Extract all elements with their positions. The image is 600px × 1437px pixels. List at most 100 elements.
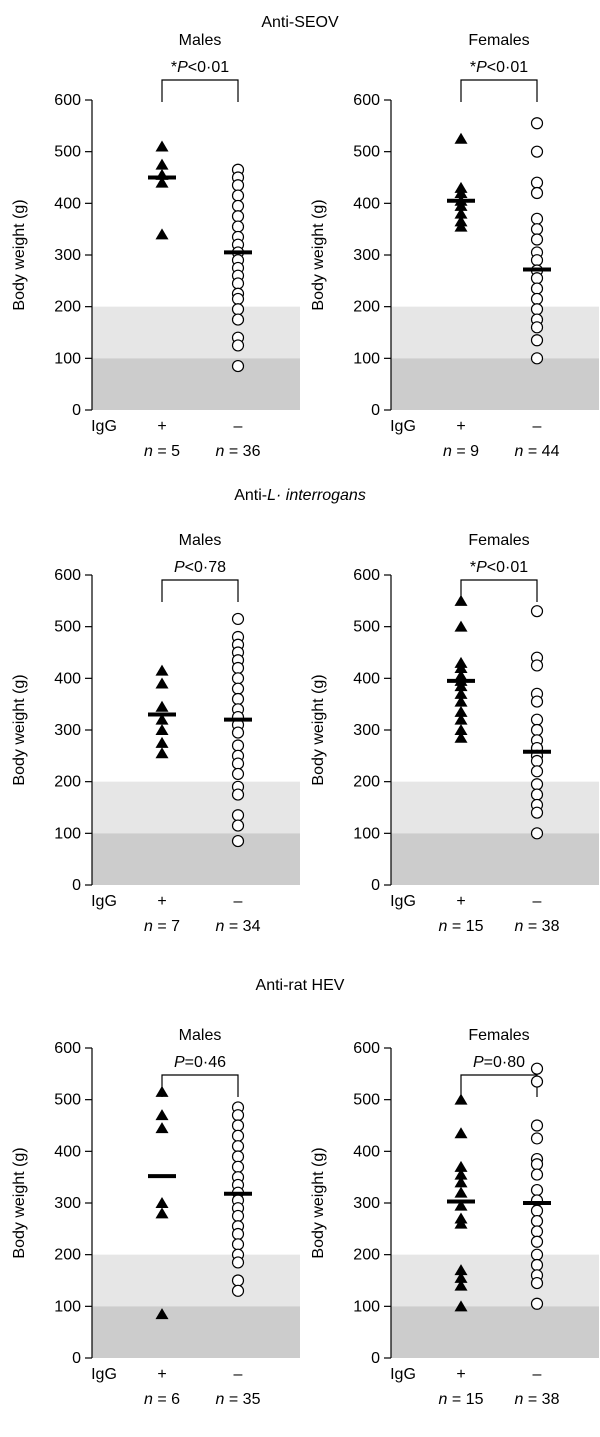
p-variable: P bbox=[177, 59, 188, 76]
data-point-circle bbox=[231, 189, 245, 202]
igg-label: IgG bbox=[91, 418, 117, 435]
band-100-200 bbox=[92, 306, 300, 359]
p-variable: P bbox=[174, 1054, 185, 1071]
data-point-circle bbox=[530, 303, 544, 316]
n-value: = 38 bbox=[523, 918, 559, 935]
data-point-circle bbox=[231, 339, 245, 352]
band-0-100 bbox=[92, 1306, 300, 1358]
n-value: = 6 bbox=[153, 1391, 180, 1408]
data-point-circle bbox=[231, 1109, 245, 1122]
band-0-100 bbox=[391, 1306, 599, 1358]
p-value-label: P=0·46 bbox=[174, 1054, 226, 1071]
data-point-circle bbox=[530, 778, 544, 791]
igg-label: IgG bbox=[390, 893, 416, 910]
p-variable: P bbox=[476, 59, 487, 76]
data-point-triangle bbox=[454, 1127, 468, 1139]
n-value: = 38 bbox=[523, 1391, 559, 1408]
data-point-circle bbox=[530, 754, 544, 768]
data-point-circle bbox=[231, 179, 245, 192]
data-point-triangle bbox=[454, 1093, 468, 1105]
y-axis-label: Body weight (g) bbox=[310, 674, 327, 785]
y-axis-label: Body weight (g) bbox=[310, 1147, 327, 1258]
panel-title: Males bbox=[179, 1027, 222, 1044]
data-point-circle bbox=[231, 313, 245, 326]
data-point-triangle bbox=[454, 731, 468, 743]
n-label-minus: n = 35 bbox=[216, 1391, 261, 1408]
n-value: = 15 bbox=[447, 1391, 483, 1408]
y-axis-label: Body weight (g) bbox=[11, 674, 28, 785]
data-point-circle bbox=[231, 739, 245, 752]
panel-females-0: 0 100 200 300 400 500 600 Body weight (g) Female… bbox=[310, 32, 599, 460]
group-plus-label: + bbox=[157, 1366, 166, 1383]
section-title-italic: L· interrogans bbox=[267, 487, 366, 504]
data-point-circle bbox=[231, 757, 245, 770]
band-100-200 bbox=[92, 781, 300, 834]
y-tick-label: 100 bbox=[353, 1298, 380, 1315]
data-point-circle bbox=[231, 661, 245, 675]
y-tick-label: 400 bbox=[54, 670, 81, 687]
data-point-circle bbox=[231, 1119, 245, 1132]
y-tick-label: 600 bbox=[54, 92, 81, 109]
data-point-triangle bbox=[155, 1197, 169, 1208]
data-point-circle bbox=[530, 117, 544, 130]
data-point-circle bbox=[530, 176, 544, 189]
n-symbol: n bbox=[216, 443, 225, 460]
data-point-circle bbox=[231, 1140, 245, 1153]
data-point-triangle bbox=[155, 1122, 169, 1134]
data-point-circle bbox=[231, 220, 245, 233]
data-point-triangle bbox=[155, 700, 169, 712]
data-point-triangle bbox=[454, 713, 468, 725]
p-variable: P bbox=[174, 559, 185, 576]
data-point-triangle bbox=[454, 680, 468, 692]
n-symbol: n bbox=[515, 918, 524, 935]
y-axis-label: Body weight (g) bbox=[11, 199, 28, 310]
significance-bracket bbox=[460, 1074, 538, 1097]
data-point-triangle bbox=[454, 1160, 468, 1172]
y-tick-label: 300 bbox=[353, 722, 380, 739]
data-point-circle bbox=[231, 1209, 245, 1223]
data-point-circle bbox=[231, 1256, 245, 1269]
data-point-triangle bbox=[454, 620, 468, 632]
data-point-circle bbox=[530, 605, 544, 618]
panel-title: Females bbox=[468, 532, 529, 549]
significance-bracket bbox=[161, 1074, 239, 1097]
section-title: Anti-L· interrogans bbox=[234, 487, 366, 504]
y-tick-label: 0 bbox=[371, 877, 380, 894]
data-point-triangle bbox=[155, 1308, 169, 1320]
data-point-triangle bbox=[454, 1271, 468, 1283]
y-tick-label: 400 bbox=[353, 670, 380, 687]
significance-bracket bbox=[161, 579, 239, 602]
y-tick-label: 500 bbox=[54, 619, 81, 636]
igg-label: IgG bbox=[390, 1366, 416, 1383]
band-100-200 bbox=[391, 306, 599, 359]
n-label-minus: n = 44 bbox=[515, 443, 560, 460]
y-tick-label: 200 bbox=[54, 299, 81, 316]
data-point-circle bbox=[530, 186, 544, 200]
y-tick-label: 400 bbox=[353, 1143, 380, 1160]
group-plus-label: + bbox=[456, 418, 465, 435]
n-label-minus: n = 38 bbox=[515, 1391, 560, 1408]
data-point-circle bbox=[231, 359, 245, 373]
p-value-label: P<0·78 bbox=[174, 559, 226, 576]
y-tick-label: 200 bbox=[353, 1247, 380, 1264]
data-point-circle bbox=[231, 1227, 245, 1241]
y-axis-label: Body weight (g) bbox=[310, 199, 327, 310]
y-tick-label: 100 bbox=[353, 350, 380, 367]
data-point-triangle bbox=[454, 1264, 468, 1276]
group-minus-label: – bbox=[234, 418, 243, 435]
data-point-circle bbox=[231, 292, 245, 306]
y-tick-label: 400 bbox=[353, 195, 380, 212]
section-title: Anti-rat HEV bbox=[256, 977, 345, 994]
data-point-circle bbox=[530, 713, 544, 726]
y-tick-label: 0 bbox=[72, 1350, 81, 1367]
group-minus-label: – bbox=[234, 1366, 243, 1383]
p-star: * bbox=[171, 59, 177, 76]
n-symbol: n bbox=[144, 443, 153, 460]
panel-females-2: 0 100 200 300 400 500 600 Body weight (g) Female… bbox=[310, 1027, 599, 1408]
data-point-circle bbox=[231, 1274, 245, 1287]
data-point-triangle bbox=[454, 199, 468, 211]
data-point-circle bbox=[530, 233, 544, 246]
n-label-plus: n = 5 bbox=[144, 443, 180, 460]
group-minus-label: – bbox=[234, 893, 243, 910]
data-point-circle bbox=[231, 682, 245, 695]
